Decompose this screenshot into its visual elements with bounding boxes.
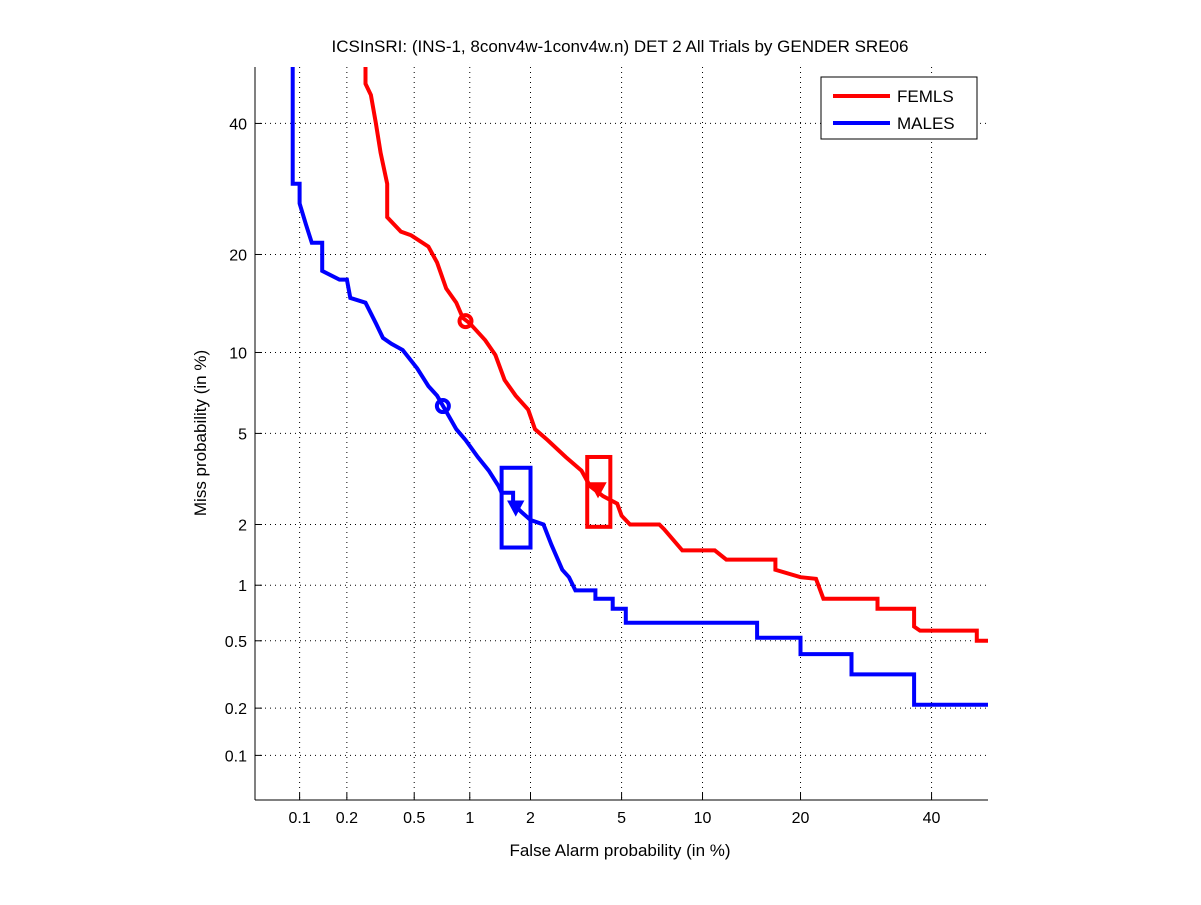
legend-label-femls: FEMLS — [897, 87, 954, 106]
grid — [255, 67, 988, 800]
axes: 0.1 0.2 0.5 1 2 5 10 20 40 0.1 0.2 0.5 1 2 5 10 20 40 — [225, 67, 988, 827]
confidence-box-males — [499, 465, 533, 550]
confidence-box-femls — [585, 454, 613, 529]
chart-title: ICSInSRI: (INS-1, 8conv4w-1conv4w.n) DET… — [332, 37, 909, 56]
x-axis-label: False Alarm probability (in %) — [509, 841, 730, 860]
x-tick-label: 10 — [694, 810, 712, 827]
min-dcf-marker-femls — [457, 313, 474, 330]
legend-box — [820, 76, 978, 140]
y-tick-label: 2 — [238, 517, 247, 534]
x-tick-label: 0.5 — [403, 810, 425, 827]
y-tick-label: 10 — [229, 345, 247, 362]
x-tick-label: 0.2 — [336, 810, 358, 827]
y-tick-label: 5 — [238, 426, 247, 443]
y-tick-label: 40 — [229, 116, 247, 133]
actual-dcf-marker-femls — [589, 482, 607, 499]
legend-label-males: MALES — [897, 114, 955, 133]
x-tick-label: 5 — [617, 810, 626, 827]
x-tick-label: 0.1 — [288, 810, 310, 827]
x-tick-label: 20 — [792, 810, 810, 827]
y-tick-label: 0.5 — [225, 634, 247, 651]
x-tick-label: 40 — [923, 810, 941, 827]
legend: FEMLS MALES — [820, 76, 978, 140]
y-tick-label: 1 — [238, 578, 247, 595]
min-dcf-marker-males — [434, 398, 451, 415]
y-axis-label: Miss probability (in %) — [191, 350, 210, 516]
series-line-femls — [363, 67, 988, 643]
x-tick-label: 1 — [465, 810, 474, 827]
series-layer — [290, 67, 988, 707]
actual-dcf-marker-males — [507, 500, 525, 517]
y-tick-label: 0.1 — [225, 748, 247, 765]
x-tick-label: 2 — [526, 810, 535, 827]
y-tick-label: 0.2 — [225, 701, 247, 718]
y-tick-label: 20 — [229, 247, 247, 264]
